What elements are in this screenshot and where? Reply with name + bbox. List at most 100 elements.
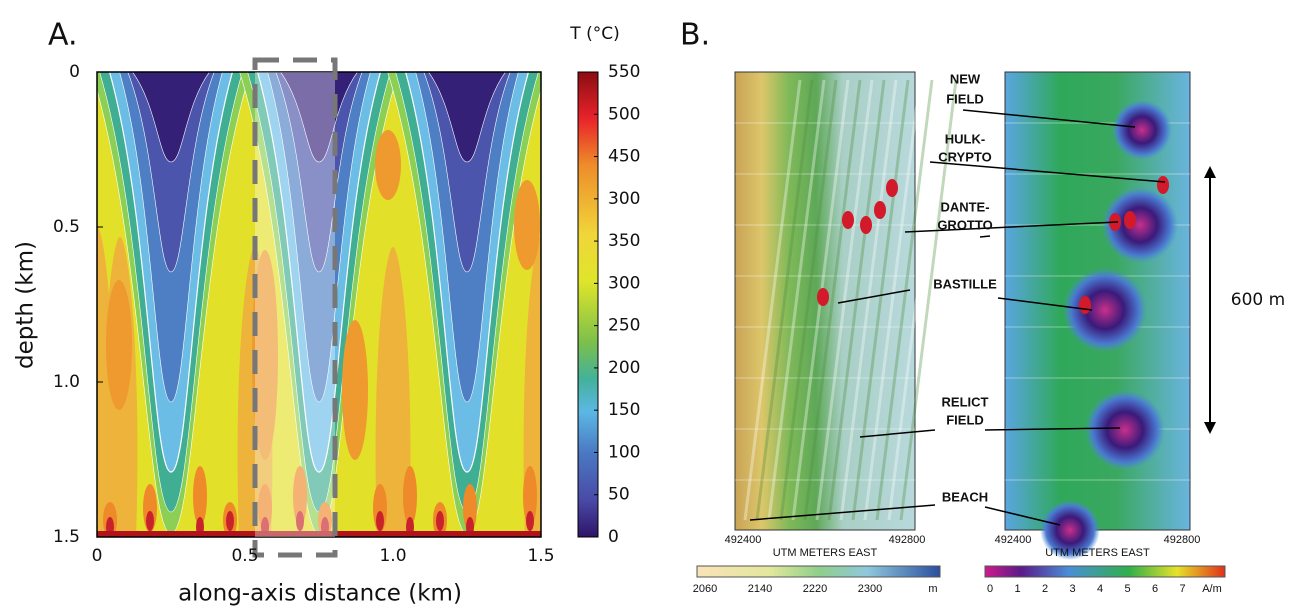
site-label: BEACH <box>942 489 988 504</box>
colorbar-tick-label: 300 <box>608 273 640 293</box>
ridge <box>839 79 898 521</box>
leader <box>929 161 1166 183</box>
map-features <box>735 79 1190 560</box>
scale-tick: 0 <box>987 583 993 595</box>
magnetic-low <box>1112 100 1172 160</box>
ridge <box>899 79 958 521</box>
site-label: HULK- <box>945 131 985 146</box>
ridge <box>743 79 802 521</box>
map-x-title: UTM METERS EAST <box>1045 547 1150 559</box>
colorbar-tick-label: 150 <box>608 400 640 420</box>
base <box>97 531 541 537</box>
scale-tick: 2140 <box>748 583 772 595</box>
hot-plume <box>106 280 132 410</box>
map-x-tick: 492400 <box>995 534 1032 546</box>
y-axis-title: depth (km) <box>13 241 39 369</box>
hot-plume <box>342 320 368 460</box>
y-tick-label: 0.5 <box>53 217 80 237</box>
map-x-title: UTM METERS EAST <box>773 547 878 559</box>
colorbar-tick-label: 550 <box>608 62 640 82</box>
ridge <box>887 79 946 521</box>
colorbar-tick-label: 300 <box>608 189 640 209</box>
vent <box>1079 296 1091 314</box>
plume <box>97 227 115 537</box>
plume <box>523 237 541 537</box>
magnetic-low <box>1063 268 1147 352</box>
vent <box>842 211 854 229</box>
panel-label: B. <box>680 18 710 53</box>
scale-tick: 7 <box>1179 583 1185 595</box>
plot-frame <box>96 71 542 538</box>
x-tick-label: 0 <box>92 546 103 566</box>
site-label: DANTE- <box>940 199 989 214</box>
hot-plume <box>252 250 278 460</box>
scale-tick: 6 <box>1152 583 1158 595</box>
contour-region <box>279 72 359 163</box>
ridge <box>815 79 874 521</box>
contour-region <box>127 72 215 273</box>
colorbar-tick-label: 200 <box>608 358 640 378</box>
colorbar-tick-label: 500 <box>608 104 640 124</box>
colorbar-tick-label: 250 <box>608 316 640 336</box>
hot-core <box>146 511 154 531</box>
vent <box>817 288 829 306</box>
colorbar <box>577 71 599 538</box>
hot-spot <box>523 466 537 526</box>
leader <box>962 109 1136 128</box>
scale-tick: 5 <box>1124 583 1130 595</box>
vent <box>860 216 872 234</box>
ridge <box>875 79 934 521</box>
scale-tick: 2300 <box>858 583 882 595</box>
ridge <box>851 79 910 521</box>
site-label: NEW <box>950 71 981 86</box>
colorbar-title: T (°C) <box>569 24 619 44</box>
leader <box>979 235 991 238</box>
vent <box>1157 176 1169 194</box>
magnetization-colorbar <box>984 565 1226 578</box>
site-label: FIELD <box>946 91 984 106</box>
y-tick-label: 1.0 <box>53 372 80 392</box>
hot-core <box>226 511 234 531</box>
magnetic-low <box>1085 390 1165 470</box>
hot-spot <box>258 484 272 532</box>
site-label: GROTTO <box>937 217 992 232</box>
ridge <box>755 79 814 521</box>
vent <box>874 201 886 219</box>
x-tick-label: 1.0 <box>379 546 406 566</box>
scale-label: 600 m <box>1231 290 1285 310</box>
x-axis-title: along-axis distance (km) <box>178 581 462 607</box>
x-tick-label: 1.5 <box>527 546 554 566</box>
plume <box>375 247 411 537</box>
y-tick-label: 0 <box>69 62 80 82</box>
scale-tick: 3 <box>1069 583 1075 595</box>
panel-label: A. <box>48 18 78 53</box>
depth-colorbar <box>696 565 941 578</box>
vent <box>886 179 898 197</box>
colorbar-tick-label: 0 <box>608 527 619 547</box>
ridge <box>767 79 826 521</box>
hot-plume <box>375 130 401 200</box>
leader <box>984 506 1061 526</box>
contour-region <box>427 72 507 163</box>
scale-unit: m <box>928 583 937 595</box>
scale-tick: 4 <box>1097 583 1103 595</box>
leader <box>984 427 1121 431</box>
colorbar-tick-label: 450 <box>608 147 640 167</box>
contour-region <box>275 72 363 273</box>
leader <box>749 504 936 521</box>
magnetic-low <box>1102 187 1178 263</box>
hot-core <box>296 511 304 531</box>
colorbar-tick-label: 100 <box>608 442 640 462</box>
hot-spot <box>193 466 207 526</box>
x-tick-label: 0.5 <box>231 546 258 566</box>
vent <box>1124 211 1136 229</box>
map-x-tick: 492800 <box>889 534 926 546</box>
magnetic-low <box>1040 500 1100 560</box>
leader <box>859 429 936 438</box>
dashed-box <box>252 57 338 558</box>
colorbar-tick-label: 350 <box>608 231 640 251</box>
hot-spot <box>403 466 417 526</box>
hot-core <box>526 511 534 531</box>
site-label: BASTILLE <box>933 276 997 291</box>
